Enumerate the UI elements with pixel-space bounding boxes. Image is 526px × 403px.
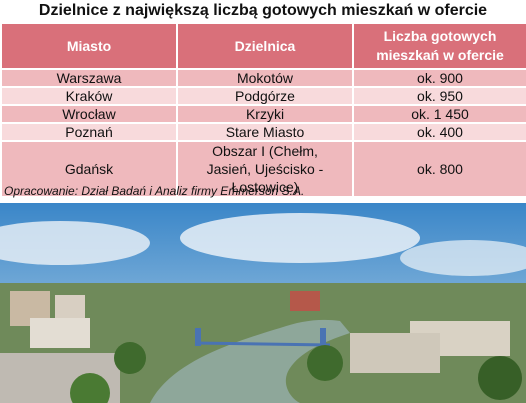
city-photo [0,203,526,403]
table-cell: Poznań [0,122,178,142]
cloud [400,240,526,276]
table-cell: ok. 400 [352,122,526,142]
table-cell: Obszar I (Chełm, Jasień, Ujeścisko - Łos… [176,140,354,198]
bridge [194,341,331,347]
river [150,319,350,403]
title: Dzielnice z największą liczbą gotowych m… [38,2,488,19]
tree [114,342,146,374]
table-cell: Warszawa [0,68,178,88]
tree [478,356,522,400]
building [30,318,90,348]
cloud [180,213,420,263]
table-cell: ok. 800 [352,140,526,198]
table-cell: ok. 1 450 [352,104,526,124]
table-cell: ok. 950 [352,86,526,106]
table-cell: Kraków [0,86,178,106]
table-row: Gdańsk Obszar I (Chełm, Jasień, Ujeścisko… [0,140,526,198]
bridge-tower [195,328,201,346]
table-cell: Wrocław [0,104,178,124]
building [290,291,320,311]
tree [307,345,343,381]
source-note: Opracowanie: Dział Badań i Analiz firmy … [4,184,305,198]
column-header: Liczba gotowych mieszkań w ofercie [352,22,526,70]
bridge-tower [320,328,326,346]
table-row: Warszawa Mokotów ok. 900 [0,68,526,88]
column-header: Dzielnica [176,22,354,70]
tree [70,373,110,403]
table-cell: Stare Miasto [176,122,354,142]
header-row: Miasto Dzielnica Liczba gotowych mieszkań … [0,22,526,70]
table-cell: Gdańsk [0,140,178,198]
table-cell: ok. 900 [352,68,526,88]
data-table: Miasto Dzielnica Liczba gotowych mieszkań … [0,22,526,198]
column-header: Miasto [0,22,178,70]
table-row: Poznań Stare Miasto ok. 400 [0,122,526,142]
table-row: Kraków Podgórze ok. 950 [0,86,526,106]
table-cell: Podgórze [176,86,354,106]
table-cell: Mokotów [176,68,354,88]
building [350,333,440,373]
cloud [0,221,150,265]
table-row: Wrocław Krzyki ok. 1 450 [0,104,526,124]
table-cell: Krzyki [176,104,354,124]
